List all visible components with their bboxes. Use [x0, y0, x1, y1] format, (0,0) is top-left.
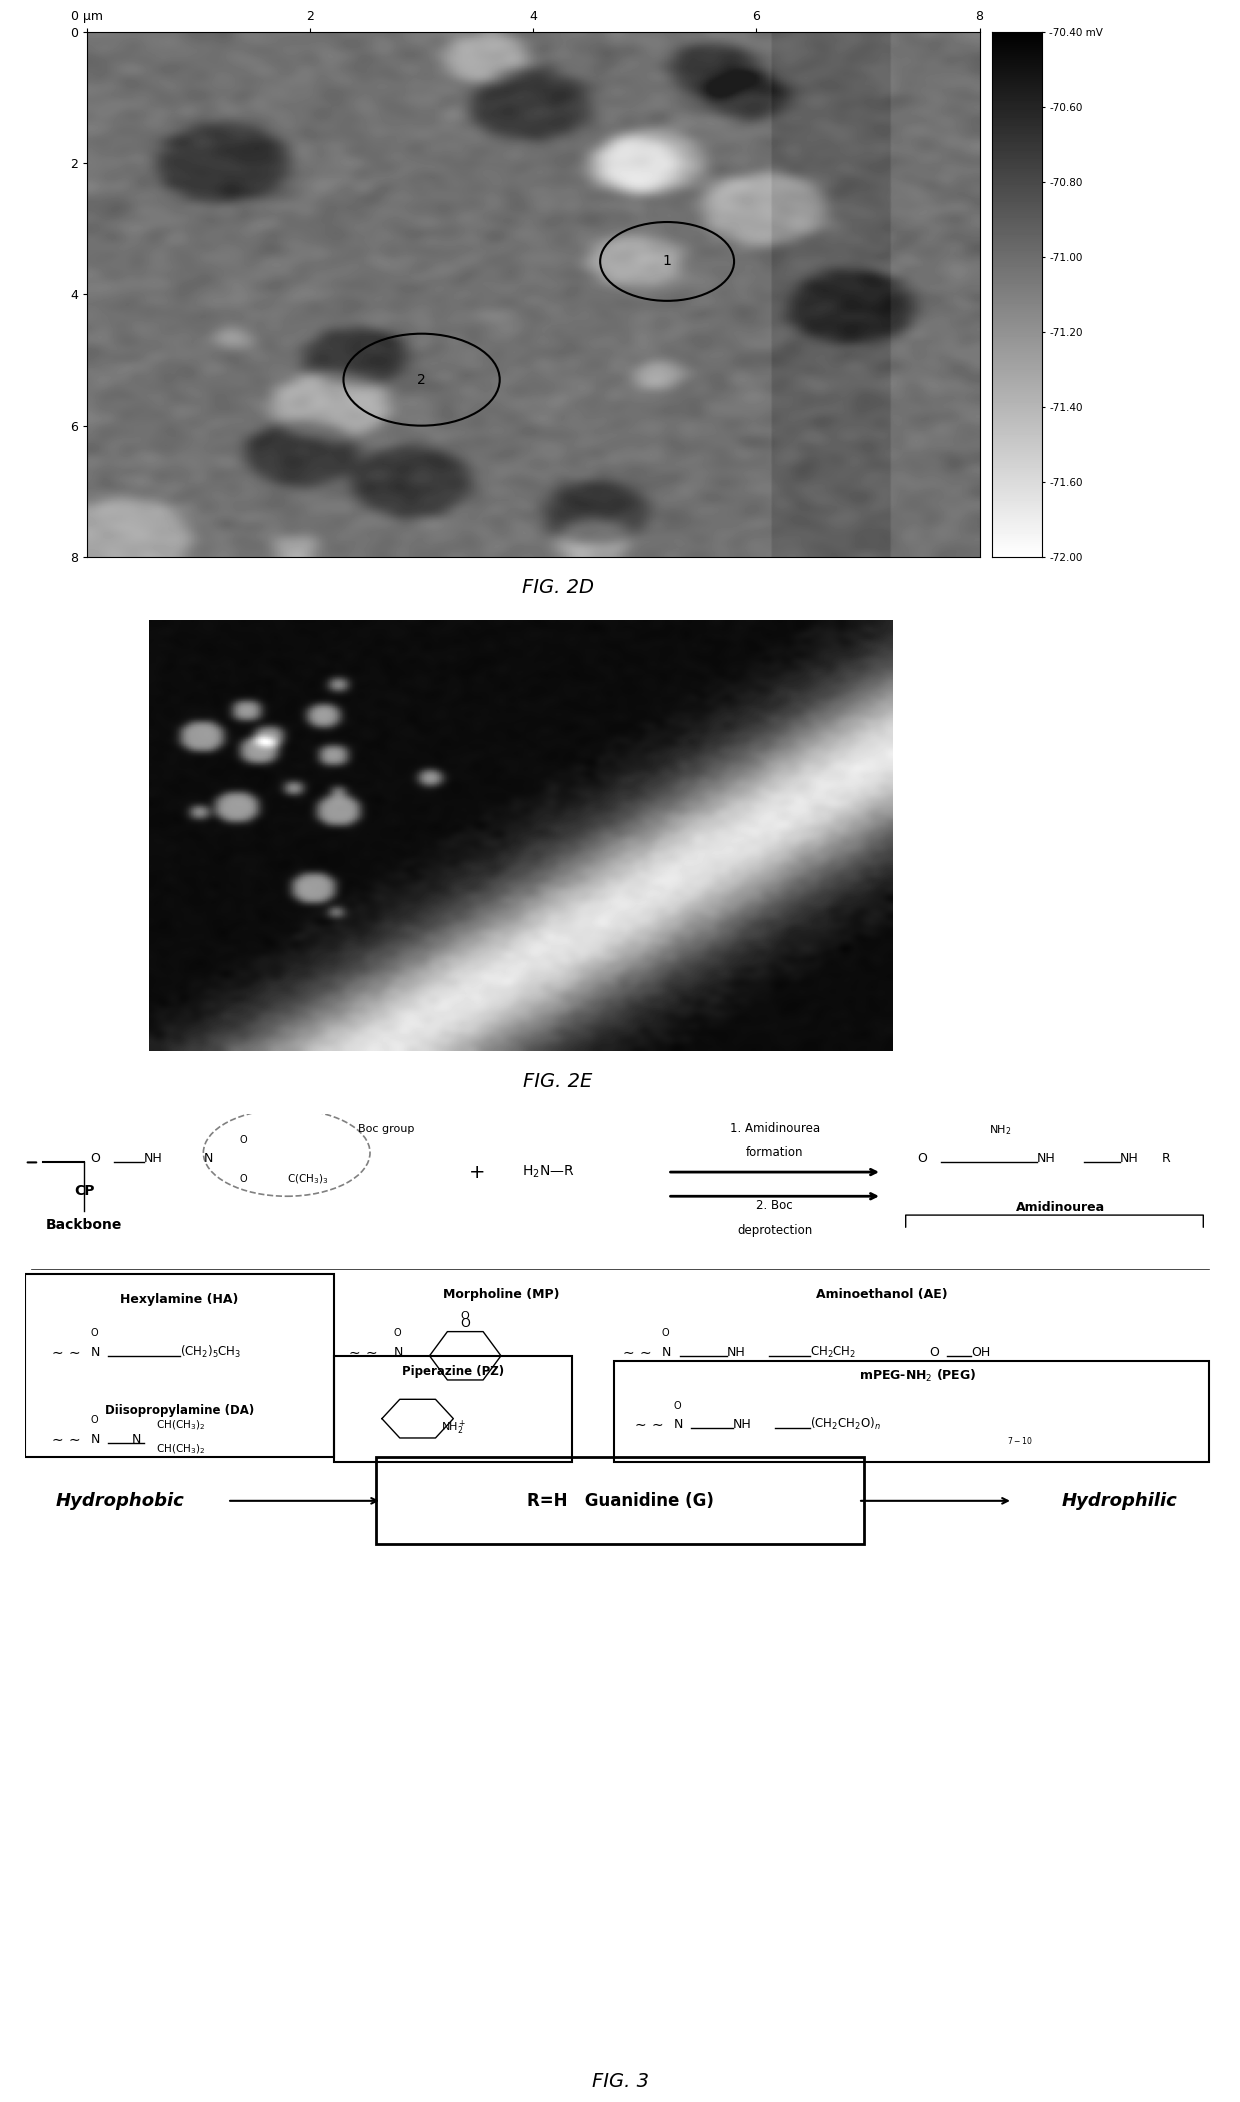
- Text: Piperazine (PZ): Piperazine (PZ): [402, 1364, 505, 1379]
- Text: NH: NH: [1120, 1152, 1138, 1165]
- Text: 1: 1: [662, 254, 672, 269]
- Text: NH: NH: [144, 1152, 162, 1165]
- Text: O: O: [239, 1135, 247, 1146]
- Text: CP: CP: [74, 1183, 94, 1198]
- Text: 1. Amidinourea: 1. Amidinourea: [729, 1122, 820, 1135]
- Text: NH$_2$: NH$_2$: [990, 1122, 1012, 1137]
- Text: (CH$_2$CH$_2$O)$_n$: (CH$_2$CH$_2$O)$_n$: [811, 1417, 882, 1431]
- Text: $\sim\sim$: $\sim\sim$: [48, 1345, 81, 1358]
- Text: O: O: [461, 1312, 470, 1320]
- Text: 2: 2: [417, 372, 427, 387]
- Text: CH(CH$_3$)$_2$: CH(CH$_3$)$_2$: [156, 1419, 205, 1431]
- Text: (CH$_2$)$_5$CH$_3$: (CH$_2$)$_5$CH$_3$: [180, 1343, 241, 1360]
- Text: N: N: [673, 1419, 683, 1431]
- Text: Aminoethanol (AE): Aminoethanol (AE): [816, 1289, 947, 1301]
- Text: O: O: [930, 1345, 940, 1358]
- Text: CH$_2$CH$_2$: CH$_2$CH$_2$: [811, 1345, 857, 1360]
- Text: C(CH$_3$)$_3$: C(CH$_3$)$_3$: [286, 1173, 329, 1186]
- Text: O: O: [394, 1328, 402, 1339]
- Text: 2. Boc: 2. Boc: [756, 1200, 794, 1213]
- Text: $\sim\sim$: $\sim\sim$: [346, 1345, 378, 1358]
- Text: $_{7-10}$: $_{7-10}$: [1007, 1436, 1033, 1448]
- Text: mPEG-NH$_2$ (PEG): mPEG-NH$_2$ (PEG): [859, 1368, 976, 1383]
- Text: Hexylamine (HA): Hexylamine (HA): [120, 1293, 239, 1305]
- Text: O: O: [91, 1328, 98, 1339]
- Text: NH: NH: [733, 1419, 751, 1431]
- Text: Amidinourea: Amidinourea: [1016, 1200, 1105, 1213]
- Text: NH: NH: [727, 1345, 746, 1358]
- Text: N: N: [394, 1345, 403, 1358]
- Text: OH: OH: [971, 1345, 991, 1358]
- Text: formation: formation: [746, 1146, 804, 1158]
- Text: NH: NH: [1037, 1152, 1055, 1165]
- Text: deprotection: deprotection: [737, 1223, 812, 1236]
- Text: N: N: [662, 1345, 671, 1358]
- Text: NH$_2^+$: NH$_2^+$: [440, 1419, 466, 1438]
- Text: FIG. 3: FIG. 3: [591, 2073, 649, 2091]
- Text: FIG. 2D: FIG. 2D: [522, 578, 594, 597]
- Text: N: N: [131, 1434, 141, 1446]
- Text: CH(CH$_3$)$_2$: CH(CH$_3$)$_2$: [156, 1442, 205, 1457]
- Text: $\sim\sim$: $\sim\sim$: [620, 1345, 652, 1358]
- Text: $\sim\sim$: $\sim\sim$: [632, 1417, 663, 1431]
- Text: O: O: [673, 1400, 681, 1410]
- Text: $\sim\sim$: $\sim\sim$: [48, 1431, 81, 1446]
- Text: O: O: [460, 1316, 470, 1331]
- Text: R=H   Guanidine (G): R=H Guanidine (G): [527, 1492, 713, 1509]
- Text: N: N: [91, 1434, 99, 1446]
- Text: O: O: [91, 1415, 98, 1425]
- Text: R: R: [1162, 1152, 1171, 1165]
- Text: O: O: [91, 1152, 100, 1165]
- Text: +: +: [469, 1162, 485, 1181]
- Text: O: O: [239, 1173, 247, 1183]
- Text: Backbone: Backbone: [46, 1219, 123, 1232]
- Text: Diisopropylamine (DA): Diisopropylamine (DA): [105, 1404, 254, 1417]
- Text: Hydrophobic: Hydrophobic: [56, 1492, 185, 1509]
- Text: FIG. 2E: FIG. 2E: [523, 1072, 593, 1091]
- Text: N: N: [203, 1152, 213, 1165]
- Text: H$_2$N—R: H$_2$N—R: [522, 1165, 575, 1181]
- Text: O: O: [662, 1328, 670, 1339]
- Text: Boc group: Boc group: [358, 1125, 414, 1133]
- Text: Hydrophilic: Hydrophilic: [1063, 1492, 1178, 1509]
- Text: O: O: [918, 1152, 928, 1165]
- Text: Morpholine (MP): Morpholine (MP): [443, 1289, 559, 1301]
- Text: N: N: [91, 1345, 99, 1358]
